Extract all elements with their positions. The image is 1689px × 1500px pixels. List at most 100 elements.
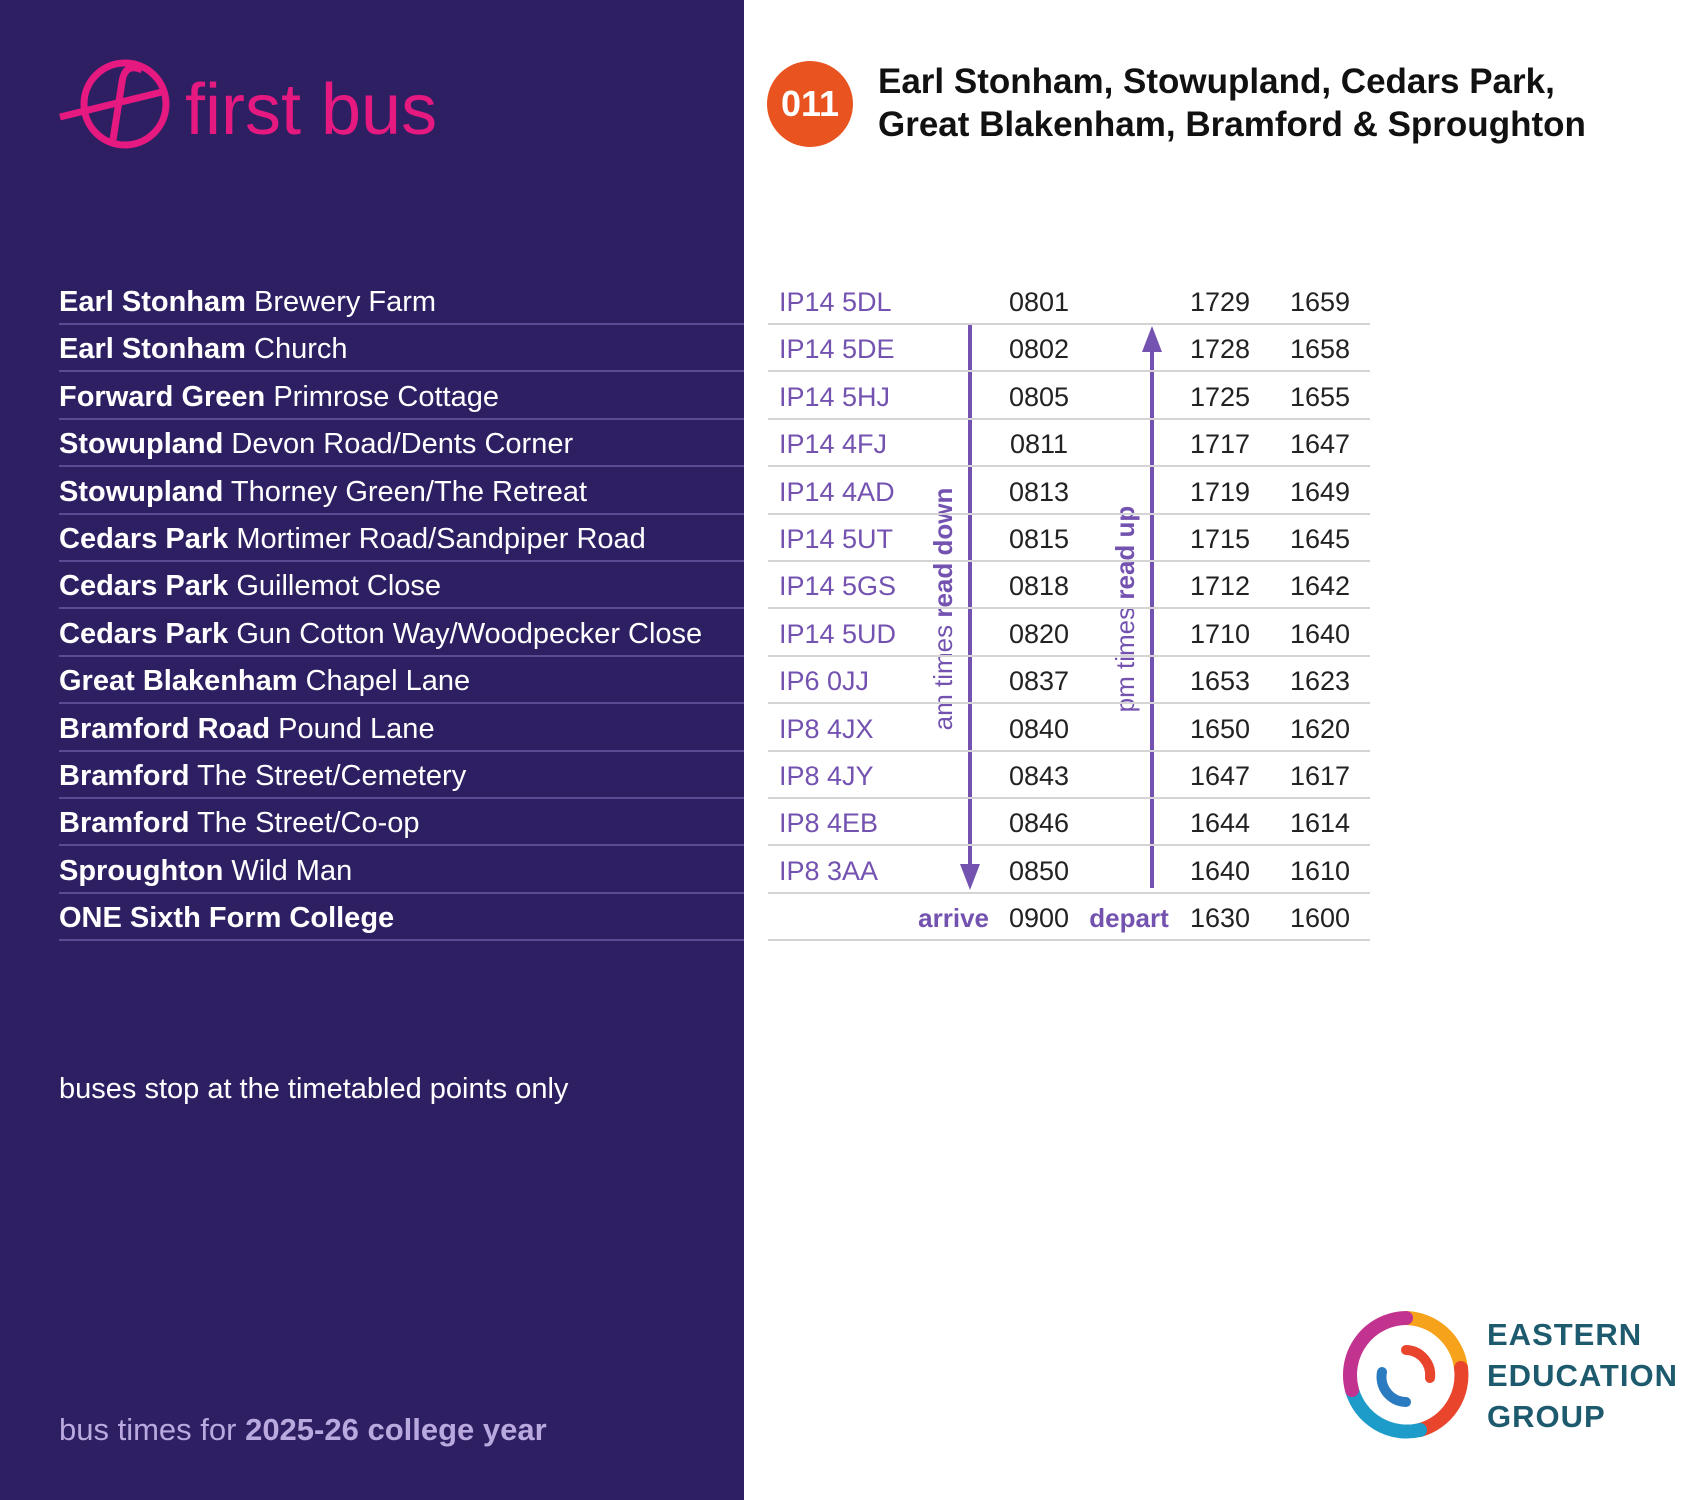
time: 1717 xyxy=(1189,429,1251,460)
stop-area: Bramford Road xyxy=(59,712,271,745)
postcode: IP8 4JX xyxy=(779,713,874,744)
divider xyxy=(768,465,1370,468)
stop-area: Bramford xyxy=(59,807,190,840)
divider xyxy=(768,323,1370,325)
postcode: IP14 5DE xyxy=(779,334,895,365)
time: 1645 xyxy=(1289,524,1351,554)
stop-place: Wild Man xyxy=(231,854,353,887)
time: 0815 xyxy=(1008,524,1070,554)
time: 1728 xyxy=(1189,334,1251,365)
stop-name: Earl Stonham Brewery Farm xyxy=(59,285,436,319)
divider xyxy=(59,797,744,799)
postcode: IP14 5UT xyxy=(779,524,894,554)
time: 1653 xyxy=(1189,666,1251,697)
stop-area: Stowupland xyxy=(59,475,224,508)
year-note: bus times for 2025-26 college year xyxy=(59,1413,547,1447)
time: 1623 xyxy=(1289,666,1351,697)
stop-note: buses stop at the timetabled points only xyxy=(59,1073,569,1105)
postcode: IP14 5DL xyxy=(779,287,892,317)
postcode: IP8 4JY xyxy=(779,761,874,791)
stop-place: Primrose Cottage xyxy=(273,380,499,413)
route-title: Earl Stonham, Stowupland, Cedars Park, xyxy=(878,62,1555,101)
postcode: IP14 5GS xyxy=(779,571,897,602)
partner-line: EASTERN xyxy=(1487,1317,1643,1352)
time: 0840 xyxy=(1008,713,1070,744)
time: 0900 xyxy=(1008,903,1070,934)
stop-area: Earl Stonham xyxy=(59,333,246,366)
stop-area: Stowupland xyxy=(59,428,224,461)
partner-line: GROUP xyxy=(1487,1399,1606,1434)
stop-name: ONE Sixth Form College xyxy=(59,902,395,935)
postcode: IP14 5UD xyxy=(779,618,897,649)
stop-place: Brewery Farm xyxy=(254,286,437,318)
stop-name: Earl Stonham Church xyxy=(59,332,348,366)
time: 1614 xyxy=(1289,808,1351,839)
time: 0818 xyxy=(1008,571,1070,602)
time: 1659 xyxy=(1289,287,1351,317)
divider xyxy=(768,654,1370,657)
stop-area: Bramford xyxy=(59,760,190,792)
divider xyxy=(59,702,744,705)
time: 0837 xyxy=(1008,666,1070,697)
time: 1644 xyxy=(1189,808,1251,839)
stop-name: Stowupland Thorney Green/The Retreat xyxy=(59,475,587,509)
stop-name: Cedars Park Guillemot Close xyxy=(59,569,441,603)
stop-area: Cedars Park xyxy=(59,617,229,650)
postcode: IP6 0JJ xyxy=(779,666,870,697)
time: 1620 xyxy=(1289,713,1351,744)
time: 1650 xyxy=(1189,713,1251,744)
divider xyxy=(59,512,744,515)
time: 1649 xyxy=(1289,476,1351,507)
time: 0843 xyxy=(1008,761,1070,791)
divider xyxy=(59,749,744,752)
route-number: 011 xyxy=(781,83,839,124)
divider xyxy=(59,654,744,657)
time: 1710 xyxy=(1189,618,1251,649)
divider xyxy=(59,607,744,610)
brand: first bus xyxy=(185,70,437,150)
divider xyxy=(768,560,1370,562)
stop-name: Stowupland Devon Road/Dents Corner xyxy=(59,427,573,461)
stop-name: Bramford Road Pound Lane xyxy=(59,712,435,746)
stop-place: Guillemot Close xyxy=(236,570,442,603)
divider xyxy=(59,370,744,373)
depart-label: depart xyxy=(1089,903,1169,934)
time: 0811 xyxy=(1009,429,1069,460)
stop-place: Mortimer Road/Sandpiper Road xyxy=(236,523,646,555)
stop-name: Sproughton Wild Man xyxy=(59,854,352,888)
stop-name: Cedars Park Gun Cotton Way/Woodpecker Cl… xyxy=(59,617,702,651)
stop-place: Church xyxy=(254,333,348,366)
stop-area: Forward Green xyxy=(59,380,266,413)
stop-area: Cedars Park xyxy=(59,570,229,603)
divider xyxy=(768,797,1370,799)
pm-note-bold: read up xyxy=(1110,506,1140,600)
divider xyxy=(59,323,744,325)
divider xyxy=(768,417,1370,420)
postcode: IP8 4EB xyxy=(779,808,879,839)
partner-logo xyxy=(1343,1311,1469,1439)
stop-place: Devon Road/Dents Corner xyxy=(231,428,574,461)
time: 1640 xyxy=(1189,855,1251,886)
divider xyxy=(59,465,744,468)
stop-area: Great Blakenham xyxy=(59,665,298,698)
divider xyxy=(768,844,1370,847)
pm-note: pm times read up xyxy=(1110,506,1140,713)
time: 1617 xyxy=(1289,761,1351,791)
divider xyxy=(59,417,744,420)
time: 1729 xyxy=(1189,287,1251,317)
stop-place: Thorney Green/The Retreat xyxy=(230,475,588,508)
time: 1658 xyxy=(1289,334,1351,365)
stop-name: Bramford The Street/Cemetery xyxy=(59,759,466,793)
time: 1647 xyxy=(1189,761,1251,791)
divider xyxy=(768,702,1370,705)
time: 0801 xyxy=(1008,287,1070,317)
stop-name: Great Blakenham Chapel Lane xyxy=(59,664,470,698)
divider xyxy=(768,891,1370,894)
pm-note-text: pm times xyxy=(1110,607,1140,712)
partner-line: EDUCATION xyxy=(1487,1358,1678,1393)
postcode: IP8 3AA xyxy=(779,855,879,886)
stop-place: Gun Cotton Way/Woodpecker Close xyxy=(236,617,703,650)
stop-name: Bramford The Street/Co-op xyxy=(59,806,420,840)
